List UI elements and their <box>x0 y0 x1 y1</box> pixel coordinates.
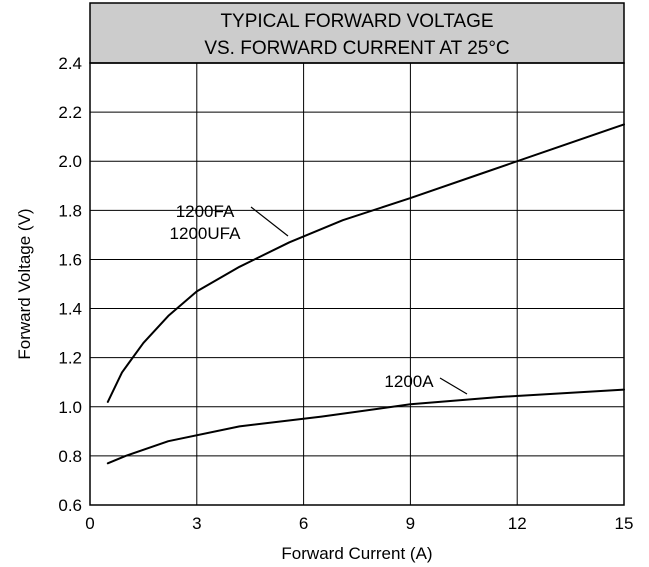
y-tick-label: 1.6 <box>58 250 82 269</box>
x-tick-label: 0 <box>85 514 94 533</box>
series-label-1200fa: 1200FA <box>176 202 235 221</box>
plot-frame <box>89 62 625 506</box>
x-axis-label: Forward Current (A) <box>281 544 432 563</box>
series-line-1200fa-1200ufa <box>106 123 625 403</box>
series-label-1200a: 1200A <box>384 372 434 391</box>
y-tick-label: 1.0 <box>58 398 82 417</box>
tick-labels: 0 3 6 9 12 15 0.6 0.8 1.0 1.2 1.4 1.6 1.8 2.0 2.2 2.4 <box>58 54 633 533</box>
x-tick-label: 12 <box>508 514 527 533</box>
x-tick-label: 3 <box>192 514 201 533</box>
y-tick-label: 1.8 <box>58 201 82 220</box>
y-tick-label: 0.8 <box>58 447 82 466</box>
chart-title-line-1: TYPICAL FORWARD VOLTAGE <box>220 11 493 32</box>
x-tick-label: 15 <box>615 514 634 533</box>
series-label-1200ufa: 1200UFA <box>170 224 242 243</box>
series-line-1200a <box>106 388 625 465</box>
x-tick-label: 9 <box>406 514 415 533</box>
y-tick-label: 2.4 <box>58 54 82 73</box>
grid <box>90 63 624 505</box>
y-axis-label: Forward Voltage (V) <box>15 208 34 359</box>
y-tick-label: 1.4 <box>58 300 82 319</box>
y-tick-label: 1.2 <box>58 349 82 368</box>
title-band <box>89 2 625 64</box>
series-leader-1200fa <box>250 206 289 237</box>
y-tick-label: 2.0 <box>58 152 82 171</box>
x-tick-label: 6 <box>299 514 308 533</box>
y-tick-label: 2.2 <box>58 103 82 122</box>
series-leader-1200a <box>439 377 468 395</box>
series <box>106 123 625 465</box>
y-tick-label: 0.6 <box>58 496 82 515</box>
chart-title-line-2: VS. FORWARD CURRENT AT 25°C <box>204 38 509 59</box>
